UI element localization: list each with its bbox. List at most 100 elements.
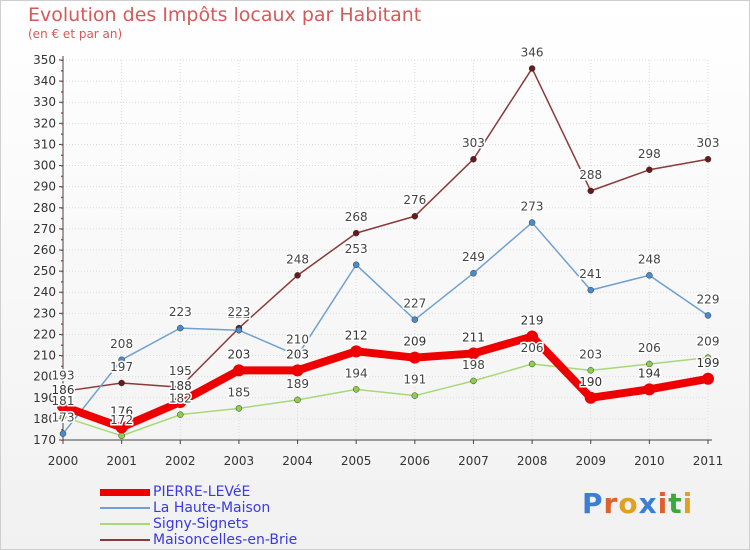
x-tick-label: 2007 <box>458 454 489 468</box>
y-tick-label: 210 <box>33 349 56 363</box>
series-line <box>62 221 709 435</box>
data-label: 189 <box>286 377 309 391</box>
y-tick-label: 280 <box>33 201 56 215</box>
y-minor-tick <box>61 186 63 188</box>
data-point <box>587 367 594 374</box>
data-point <box>59 413 67 421</box>
data-label: 303 <box>462 136 485 150</box>
y-minor-tick <box>61 143 63 146</box>
data-point <box>528 360 536 368</box>
data-point <box>528 65 536 72</box>
y-minor-tick <box>61 312 63 315</box>
data-label: 222 <box>227 307 250 321</box>
data-point <box>646 166 653 174</box>
chart-subtitle: (en € et par an) <box>28 27 123 41</box>
legend-label: Maisoncelles-en-Brie <box>153 532 298 548</box>
data-label: 223 <box>227 305 250 319</box>
data-point <box>291 364 304 377</box>
x-tick-label: 2006 <box>400 454 431 468</box>
data-point <box>411 392 419 399</box>
logo-letter: o <box>618 487 639 520</box>
data-label: 193 <box>52 368 75 382</box>
x-tick-label: 2003 <box>224 454 255 468</box>
data-label: 173 <box>52 411 75 425</box>
data-point <box>643 383 656 396</box>
data-label: 199 <box>697 356 720 370</box>
data-point <box>408 351 421 364</box>
y-minor-tick <box>61 217 63 220</box>
data-point <box>526 330 539 343</box>
data-label: 249 <box>462 250 485 264</box>
data-label: 219 <box>521 314 544 328</box>
y-minor-tick <box>61 122 63 125</box>
data-point <box>118 356 125 364</box>
y-minor-tick <box>61 80 63 83</box>
y-tick-label: 260 <box>33 243 56 257</box>
y-minor-tick <box>61 365 63 368</box>
data-point <box>646 272 653 279</box>
y-minor-tick <box>61 228 63 230</box>
data-point <box>584 391 597 404</box>
logo-letter: i <box>657 487 669 520</box>
y-minor-tick <box>61 249 63 251</box>
data-point <box>232 364 245 377</box>
data-point <box>587 286 594 294</box>
series-line <box>62 356 709 437</box>
data-point <box>528 219 536 226</box>
y-tick-label: 200 <box>33 370 56 384</box>
data-point <box>702 372 714 385</box>
y-minor-tick <box>61 333 63 336</box>
y-minor-tick <box>61 260 63 262</box>
data-point <box>118 379 125 387</box>
data-label: 188 <box>169 379 192 393</box>
x-tick-label: 2010 <box>634 454 665 468</box>
y-minor-tick <box>61 59 63 61</box>
y-tick-label: 250 <box>33 264 56 278</box>
x-tick-label: 2000 <box>48 454 79 468</box>
data-point <box>411 212 419 220</box>
y-minor-tick <box>61 439 63 441</box>
data-point <box>704 312 712 319</box>
legend-label: PIERRE-LEVéE <box>153 484 251 500</box>
x-tick-label: 2008 <box>517 454 548 468</box>
legend-label: La Haute-Maison <box>153 500 271 516</box>
y-minor-tick <box>61 302 63 304</box>
data-point <box>470 377 477 385</box>
y-minor-tick <box>61 376 63 378</box>
legend-swatch <box>100 488 150 496</box>
y-tick-label: 230 <box>33 306 56 320</box>
data-label: 208 <box>110 337 133 351</box>
data-label: 288 <box>579 168 602 182</box>
data-point <box>174 396 187 408</box>
data-label: 268 <box>345 210 368 224</box>
data-point <box>115 421 128 434</box>
data-point <box>704 155 712 163</box>
legend-swatch <box>100 539 150 541</box>
data-point <box>470 155 477 163</box>
data-label: 241 <box>579 267 602 281</box>
legend-swatch <box>100 523 150 525</box>
data-label: 203 <box>286 347 309 361</box>
data-label: 209 <box>403 335 426 349</box>
data-label: 209 <box>697 335 720 349</box>
logo-letter: r <box>603 487 619 520</box>
data-point <box>467 347 480 360</box>
data-point <box>177 324 184 332</box>
y-minor-tick <box>61 101 63 104</box>
y-tick-label: 300 <box>33 159 56 173</box>
y-minor-tick <box>61 428 63 431</box>
series-line <box>62 67 709 393</box>
data-label: 229 <box>697 292 720 306</box>
data-label: 211 <box>462 330 485 344</box>
data-label: 206 <box>638 341 661 355</box>
y-minor-tick <box>61 207 63 209</box>
data-label: 206 <box>521 341 544 355</box>
data-label: 276 <box>403 193 426 207</box>
data-label: 203 <box>227 347 250 361</box>
data-point <box>352 229 360 237</box>
data-label: 298 <box>638 147 661 161</box>
data-point <box>235 326 243 334</box>
data-point <box>59 430 67 437</box>
y-tick-label: 180 <box>33 412 56 426</box>
